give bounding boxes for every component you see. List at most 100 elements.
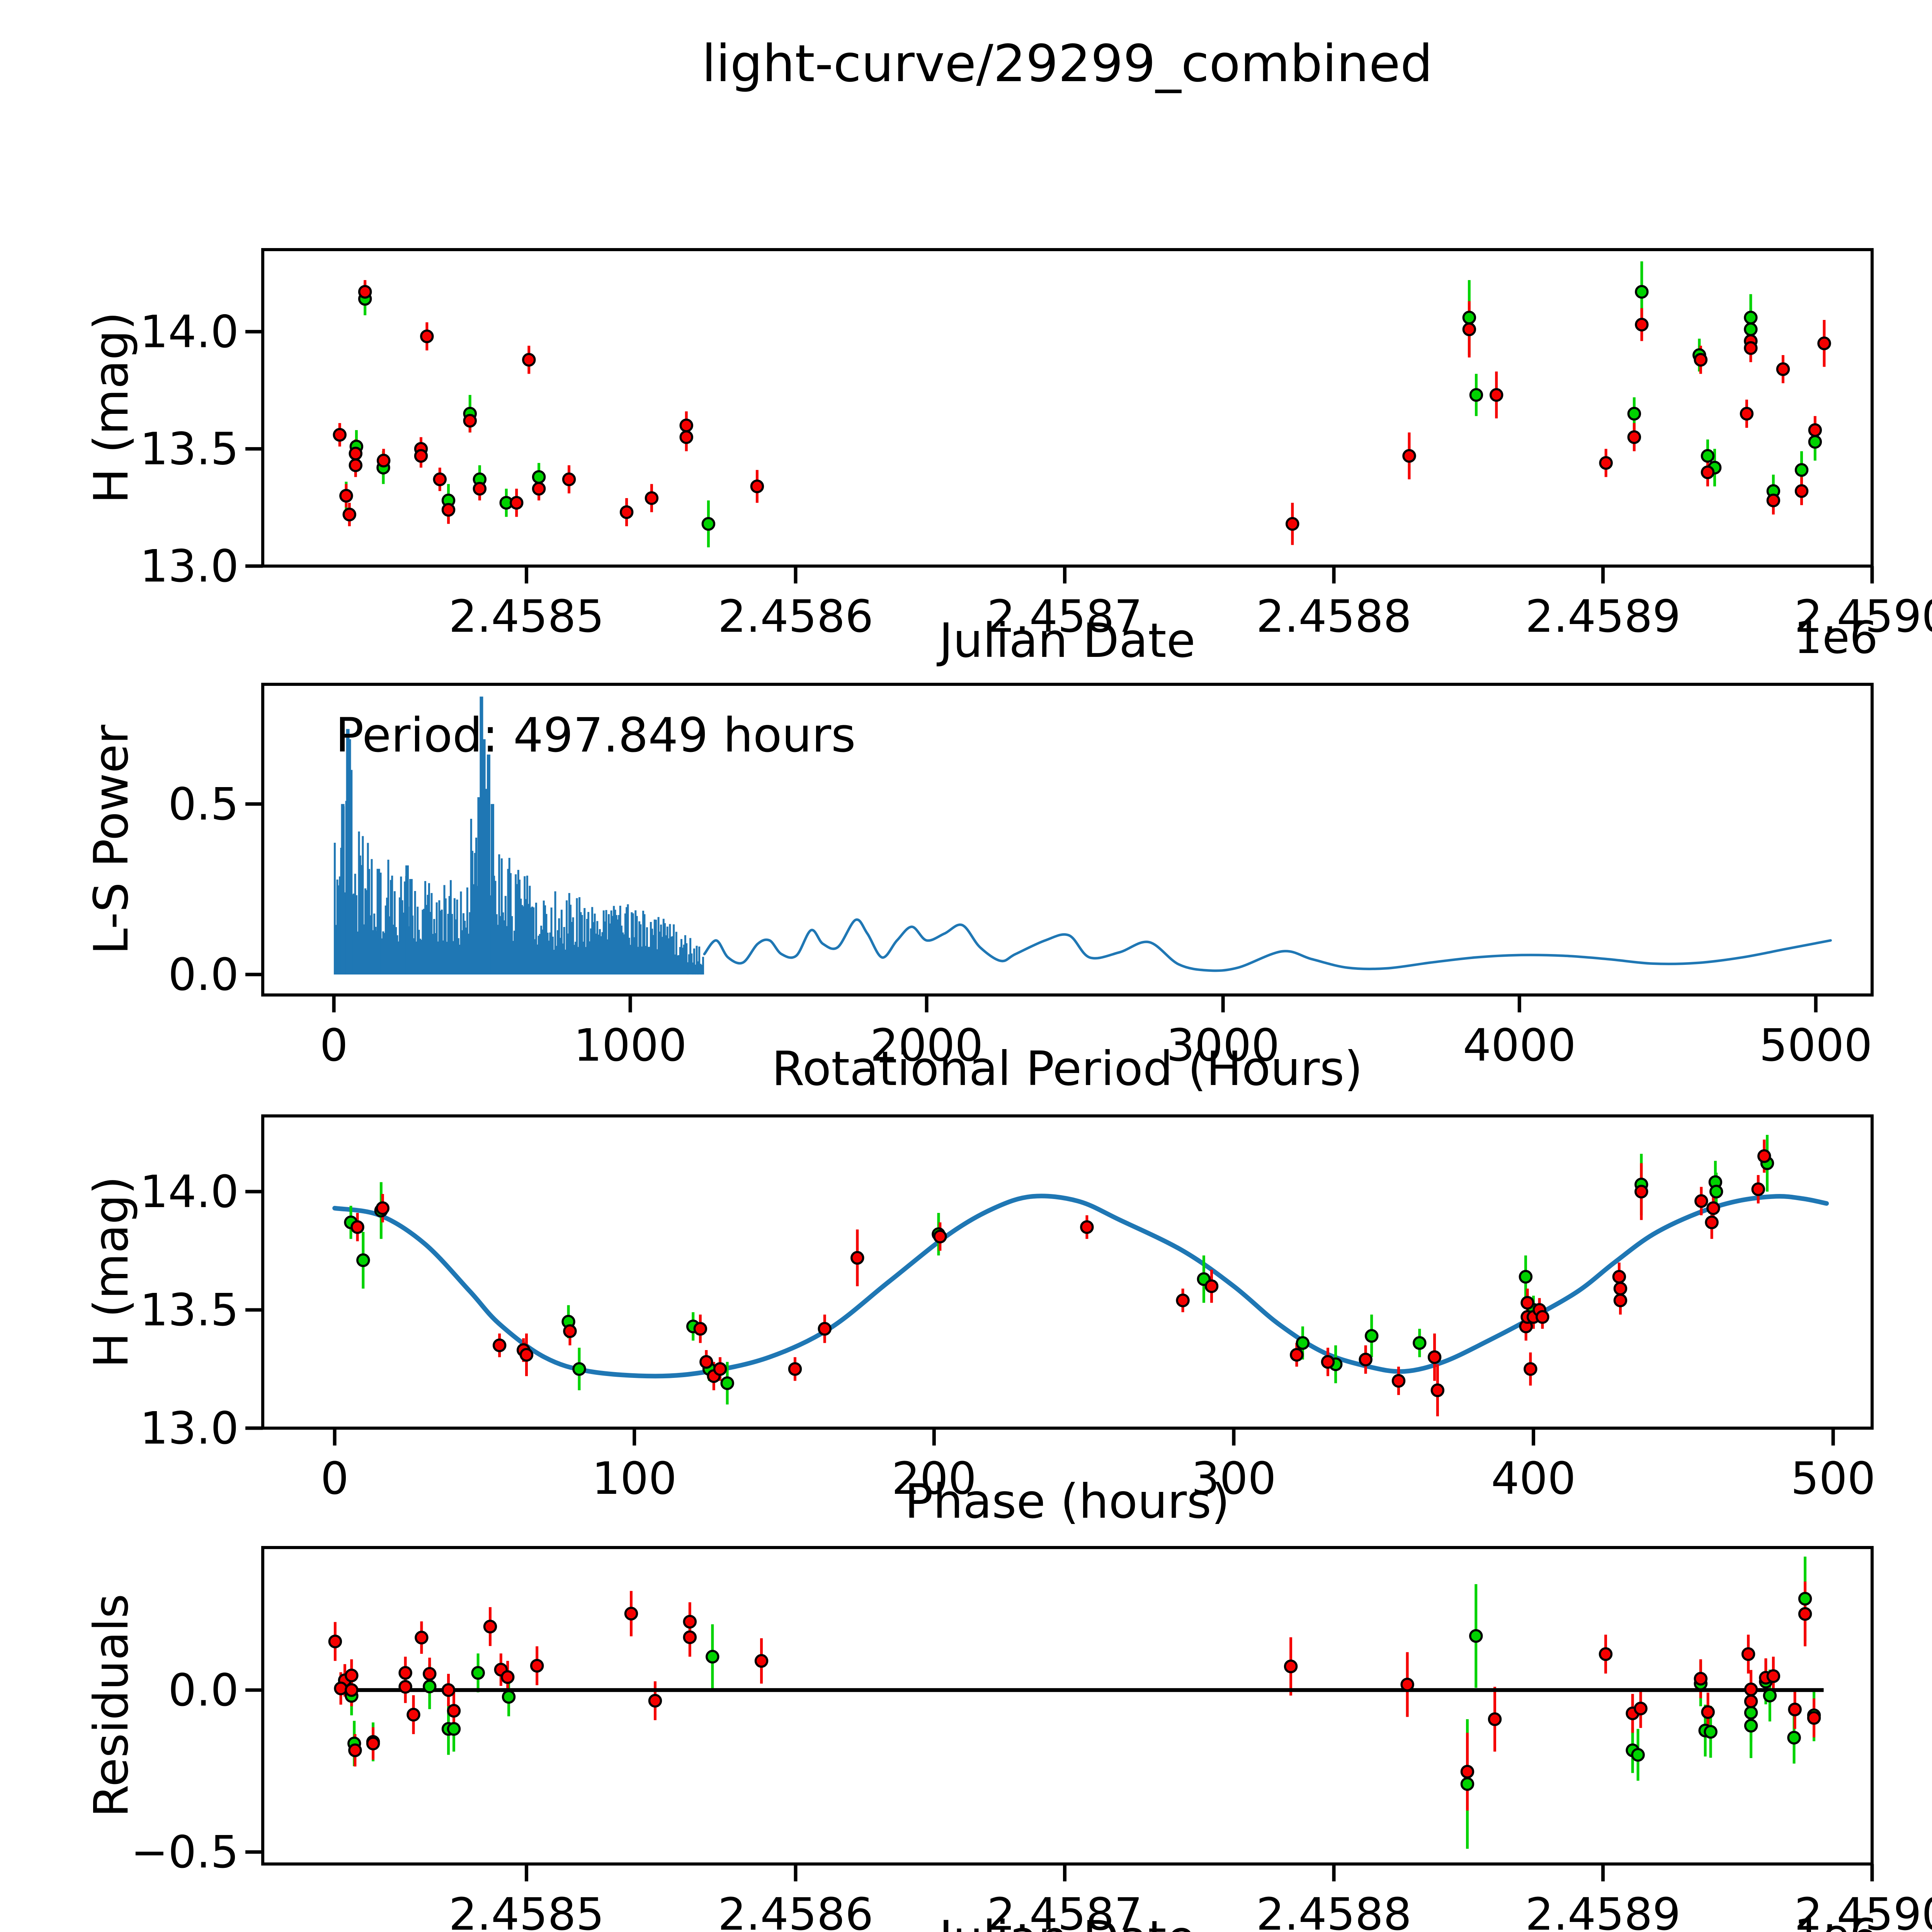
green-data-point [532,470,546,484]
red-data-point [1080,1220,1094,1234]
p1-ylabel: H (mag) [84,312,139,504]
red-data-point [1706,1201,1720,1215]
red-data-point [1599,1647,1613,1661]
periodogram-noise-comb [333,760,704,975]
red-data-point [328,1634,342,1648]
red-data-point [1798,1607,1812,1621]
x-tick-label: 2.4589 [1525,591,1680,643]
red-data-point [441,503,456,517]
green-data-point [572,1362,586,1376]
x-tick-label: 2.4585 [449,1889,604,1932]
green-data-point [1635,285,1649,299]
red-data-point [1204,1279,1219,1293]
p3-ylabel: H (mag) [84,1176,139,1368]
red-data-point [376,454,391,468]
x-tick-label: 500 [1791,1453,1876,1505]
red-data-point [447,1704,461,1718]
red-data-point [1612,1270,1626,1284]
red-data-point [415,1631,429,1645]
periodogram-smooth-tail [703,918,1832,972]
p2-period-annotation: Period: 497.849 hours [335,708,856,763]
red-data-point [349,458,363,472]
x-tick-label: 1000 [574,1020,687,1071]
red-data-point [1613,1282,1628,1296]
red-data-point [1290,1348,1304,1362]
green-data-point [1787,1731,1801,1745]
red-data-point [423,1667,437,1681]
green-data-point [1744,1706,1758,1720]
x-tick-label: 400 [1491,1453,1576,1505]
red-data-point [563,1324,577,1338]
red-data-point [1524,1362,1537,1376]
green-markers [344,1156,1774,1390]
green-data-point [1462,311,1476,325]
green-data-point [706,1650,719,1664]
red-data-point [1599,456,1613,470]
green-data-point [701,517,716,531]
x-tick-label: 2.4588 [1256,1889,1412,1932]
red-markers [333,285,1831,531]
red-data-point [473,482,487,496]
x-tick-label: 3000 [1167,1020,1280,1071]
green-data-point [1469,388,1483,402]
red-data-point [1462,322,1476,337]
p4-xlabel: Julian Date [936,1911,1196,1932]
red-data-point [349,447,363,461]
red-markers [328,1607,1821,1779]
red-data-point [1321,1355,1335,1369]
red-data-point [501,1670,515,1684]
red-data-point [1635,318,1649,332]
red-data-point [1430,1383,1445,1397]
p1-xlabel: Julian Date [936,613,1196,668]
green-errorbars [345,261,1816,548]
red-data-point [1744,1682,1758,1696]
red-data-point [1627,430,1641,444]
y-tick-label: 0.5 [168,779,239,830]
red-errorbars [333,1582,1816,1811]
red-data-point [1744,341,1758,355]
p3-xlabel: Phase (hours) [905,1474,1230,1529]
red-data-point [345,1683,359,1697]
x-tick-label: 300 [1191,1453,1276,1505]
red-data-point [645,491,659,505]
green-data-point [1704,1725,1718,1739]
axes-frame [261,1114,1874,1430]
x-tick-label: 0 [320,1020,348,1071]
red-data-point [1427,1350,1442,1364]
green-data-point [1460,1777,1475,1791]
sinusoid-fit-curve [332,1194,1829,1379]
red-data-point [683,1615,697,1629]
red-data-point [1284,1659,1298,1673]
x-tick-label: 2.4587 [987,591,1142,643]
y-tick-label: 14.0 [140,1166,239,1218]
green-data-point [1808,435,1822,449]
red-data-point [1613,1293,1628,1308]
red-data-point [1701,465,1715,480]
green-data-point [1631,1748,1645,1762]
red-data-point [1788,1702,1802,1716]
red-data-point [1460,1765,1475,1779]
green-data-point [720,1376,734,1390]
y-tick-label: 14.0 [140,306,239,358]
red-data-point [376,1201,389,1215]
green-data-point [471,1666,485,1680]
x-tick-label: 2.4585 [449,591,604,643]
green-data-point [1296,1336,1310,1350]
x-tick-label: 2.4588 [1256,591,1412,643]
red-markers [350,1149,1771,1397]
red-data-point [693,1322,707,1336]
red-data-point [333,428,347,442]
y-tick-label: 13.5 [140,1284,239,1336]
red-data-point [414,449,428,463]
green-data-point [1701,449,1715,463]
green-data-point [1519,1270,1533,1284]
panel-phase-folded: 0 100 200 300 400 500 14.0 13.5 13.0 [140,1114,1876,1505]
x-tick-label: 2.4587 [987,1889,1142,1932]
x-tick-label: 2.4589 [1525,1889,1680,1932]
axes-frame [261,1546,1874,1866]
green-markers [339,285,1822,531]
red-data-point [619,505,634,519]
